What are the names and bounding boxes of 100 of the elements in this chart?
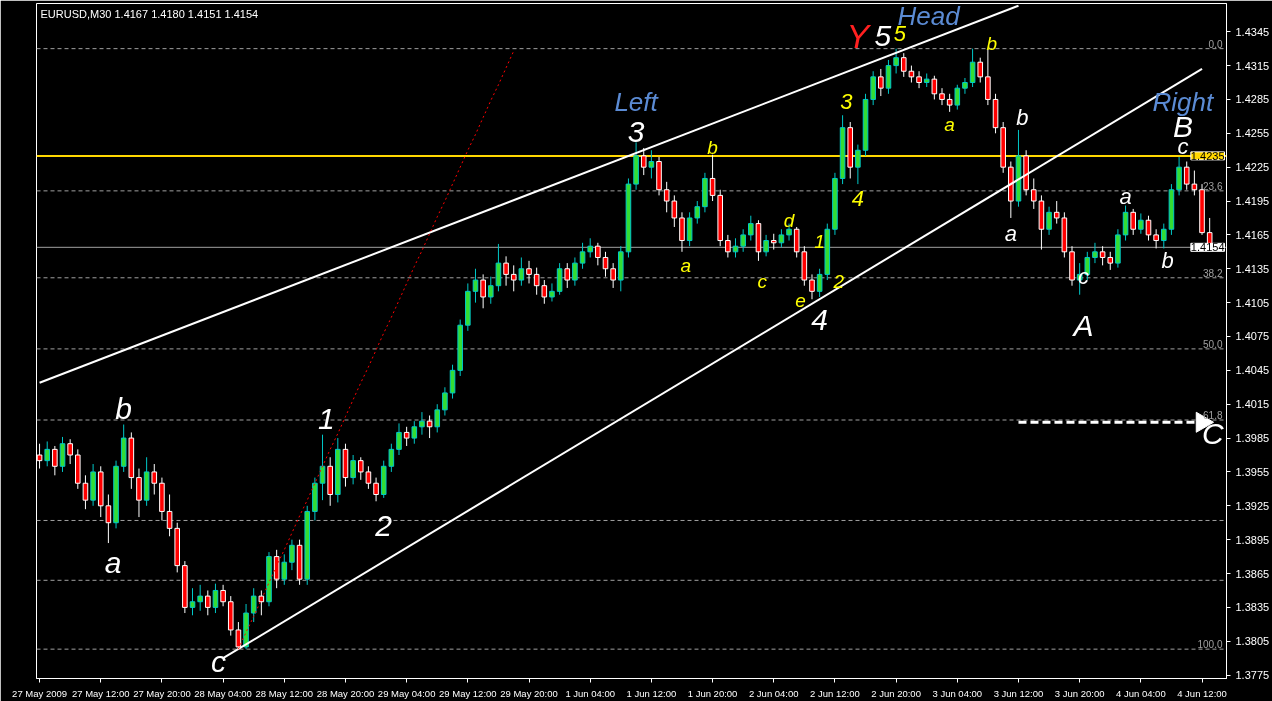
candlestick	[411, 420, 418, 445]
candlestick	[258, 589, 265, 616]
y-tick-label: 1.3925	[1235, 499, 1270, 512]
candlestick	[931, 75, 938, 100]
x-tick-label: 1 Jun 12:00	[626, 687, 677, 699]
annotation: 0.0	[1208, 38, 1223, 50]
candlestick	[1130, 208, 1136, 236]
candlestick	[357, 456, 364, 481]
x-tick-label: 1 Jun 20:00	[687, 687, 738, 699]
candlestick	[725, 234, 731, 258]
candlestick	[1046, 206, 1052, 236]
candlestick	[289, 539, 295, 571]
y-tick-label: 1.4045	[1235, 364, 1270, 377]
candlestick	[1145, 215, 1152, 242]
y-tick-label: 1.4345	[1235, 25, 1270, 38]
candlestick	[686, 211, 693, 247]
candlestick	[916, 70, 922, 89]
annotation: 1	[318, 401, 335, 435]
candlestick	[1183, 161, 1190, 191]
candlestick	[541, 279, 548, 305]
candlestick	[969, 48, 976, 88]
y-tick-label: 1.4315	[1235, 59, 1270, 72]
candlestick	[1153, 228, 1159, 249]
candlestick	[793, 226, 800, 258]
candlestick	[748, 215, 754, 242]
candlestick	[281, 553, 288, 586]
annotation: a	[104, 545, 122, 579]
annotation: 3	[840, 89, 854, 115]
candlestick	[396, 422, 402, 456]
x-tick-label: 28 May 12:00	[255, 687, 314, 699]
annotation: c	[757, 270, 768, 292]
annotation: Left	[614, 86, 660, 117]
candlestick	[595, 242, 601, 266]
candlestick	[388, 443, 395, 473]
candlestick	[1092, 242, 1098, 264]
candlestick	[946, 93, 953, 113]
y-tick-label: 1.4165	[1235, 228, 1270, 241]
candlestick	[954, 84, 961, 111]
candlestick	[220, 584, 226, 607]
candlestick	[503, 255, 509, 287]
candlestick	[900, 52, 907, 78]
candlestick	[648, 149, 655, 179]
candlestick	[1160, 223, 1167, 249]
annotation: A	[1071, 308, 1094, 342]
candlestick	[426, 415, 433, 439]
annotation: b	[707, 137, 718, 159]
candlestick	[1138, 212, 1144, 235]
x-tick-label: 27 May 20:00	[133, 687, 191, 699]
candlestick	[350, 454, 356, 485]
x-tick-label: 4 Jun 04:00	[1116, 687, 1166, 699]
y-tick-label: 1.3955	[1235, 465, 1270, 478]
candlestick	[105, 494, 112, 544]
candlestick	[679, 211, 685, 253]
candlestick	[709, 154, 716, 202]
candlestick	[52, 445, 58, 476]
candlestick	[136, 468, 142, 518]
y-tick-label: 1.3865	[1235, 567, 1270, 580]
annotation: a	[1004, 221, 1017, 247]
candlestick	[189, 587, 196, 616]
x-tick-label: 1 Jun 04:00	[565, 687, 616, 699]
candlestick	[893, 48, 899, 74]
y-tick-label: 1.4225	[1235, 161, 1270, 174]
candlestick	[197, 584, 203, 612]
candlestick	[579, 242, 586, 270]
annotation: e	[795, 289, 806, 311]
y-tick-label: 1.3835	[1235, 601, 1270, 614]
candlestick	[205, 589, 211, 616]
x-tick-label: 3 Jun 04:00	[932, 687, 983, 699]
candlestick	[855, 144, 861, 185]
x-tick-label: 29 May 20:00	[500, 687, 558, 699]
candlestick	[763, 234, 769, 257]
x-tick-label: 4 Jun 12:00	[1177, 687, 1227, 699]
candlestick	[549, 282, 555, 302]
candlestick	[885, 59, 892, 95]
candlestick	[273, 549, 280, 589]
candlestick	[373, 477, 379, 502]
ref-line-label: 1.4235	[1190, 149, 1225, 162]
x-tick-label: 2 Jun 20:00	[871, 687, 921, 699]
annotation: 1	[814, 231, 825, 253]
candlestick	[556, 262, 563, 296]
x-tick-label: 27 May 12:00	[71, 687, 130, 699]
ref-line-label: 1.4154	[1190, 241, 1225, 254]
annotation: 100.0	[1197, 639, 1223, 651]
annotation: c	[211, 645, 227, 679]
candlestick	[480, 273, 486, 309]
candlestick	[1122, 205, 1129, 242]
annotation: 5	[874, 19, 892, 53]
candlestick	[59, 436, 66, 473]
candlestick	[587, 237, 593, 258]
candlestick	[564, 262, 571, 289]
candlestick	[572, 256, 578, 287]
annotation: b	[1161, 248, 1174, 274]
candlestick	[518, 256, 525, 287]
candlestick	[1176, 156, 1182, 196]
candlestick	[472, 268, 479, 304]
x-tick-label: 2 Jun 04:00	[748, 687, 799, 699]
y-tick-label: 1.4105	[1235, 296, 1270, 309]
x-tick-label: 3 Jun 20:00	[1054, 687, 1105, 699]
annotation: b	[1016, 105, 1029, 131]
x-tick-label: 2 Jun 12:00	[810, 687, 860, 699]
